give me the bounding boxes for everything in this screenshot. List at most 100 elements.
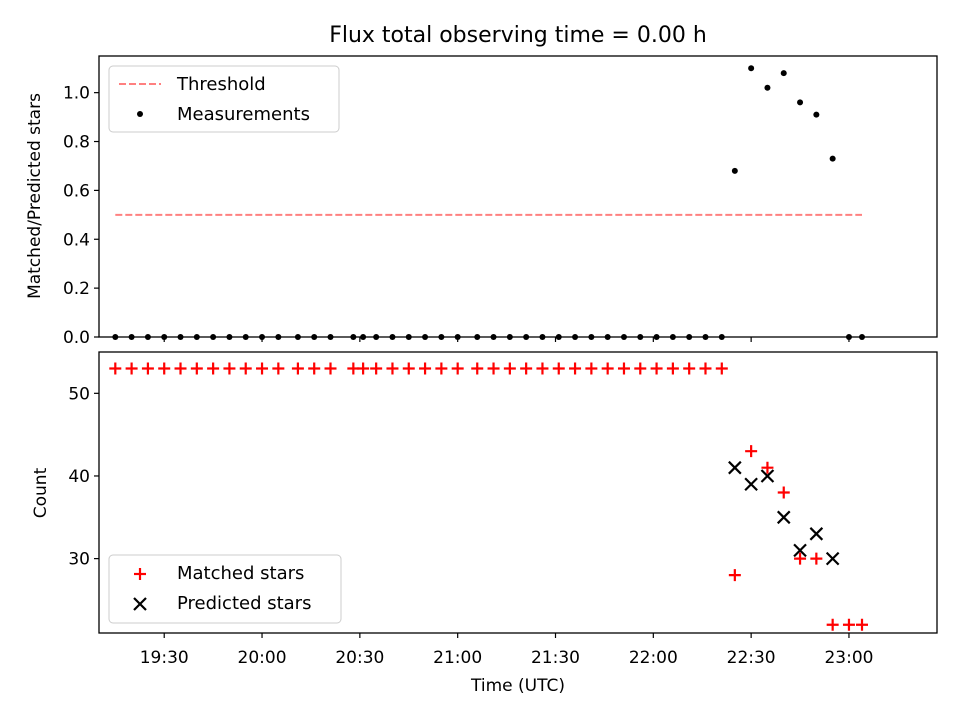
matched-star-point [141, 362, 154, 375]
matched-star-point [761, 461, 774, 474]
measurements-legend-marker [137, 111, 143, 117]
measurement-point [780, 70, 787, 77]
bottom-x-tick-label: 20:30 [335, 648, 384, 668]
bottom-x-tick-label: 21:00 [433, 648, 482, 668]
predicted-star-point [728, 460, 742, 475]
matched-star-point [357, 362, 370, 375]
matched-star-point [190, 362, 203, 375]
predicted-star-point [744, 477, 758, 492]
matched-star-point [728, 569, 741, 582]
matched-star-point [569, 362, 582, 375]
matched-star-point [810, 552, 823, 565]
x-axis-label: Time (UTC) [470, 676, 565, 696]
threshold-legend-label: Threshold [176, 74, 266, 95]
matched-star-point [552, 362, 565, 375]
matched-star-point [239, 362, 252, 375]
measurement-point [813, 111, 820, 118]
matched-star-point [471, 362, 484, 375]
matched-star-point [794, 552, 807, 565]
top-panel: 0.0 0.2 0.4 0.6 0.8 1.0 Matched/Predicted sta… [25, 55, 938, 348]
matched-star-point [291, 362, 304, 375]
matched-star-point [158, 362, 171, 375]
matched-star-point [207, 362, 220, 375]
top-y-tick-label: 0.2 [63, 279, 90, 299]
matched-star-point [308, 362, 321, 375]
predicted-star-point [809, 527, 824, 541]
bottom-panel: 30 40 50 19:30 20:00 20:30 21:00 21:30 22:00 22:… [31, 351, 938, 696]
bottom-y-tick-label: 50 [68, 384, 90, 404]
bottom-x-tick-label: 20:00 [238, 648, 287, 668]
bottom-y-ticks: 30 40 50 [68, 384, 99, 570]
top-legend: Threshold Measurements [108, 65, 340, 133]
measurement-point [797, 99, 804, 106]
bottom-x-tick-label: 23:00 [824, 648, 873, 668]
top-y-tick-label: 0.6 [63, 181, 90, 201]
predicted-stars-legend-marker [133, 597, 147, 611]
matched-star-point [487, 362, 500, 375]
predicted-star-point [793, 543, 807, 558]
top-axes-frame [98, 55, 938, 338]
predicted-stars-legend-label: Predicted stars [177, 593, 311, 614]
measurement-point [748, 65, 755, 72]
chart-title: Flux total observing time = 0.00 h [329, 23, 707, 48]
matched-star-point [842, 618, 855, 631]
top-y-tick-label: 0.8 [63, 133, 90, 153]
matched-star-point [650, 362, 663, 375]
matched-star-point [109, 362, 122, 375]
top-legend-box [108, 65, 340, 133]
matched-star-point [223, 362, 236, 375]
predicted-star-point [825, 551, 840, 566]
matched-star-point [174, 362, 187, 375]
matched-star-point [451, 362, 464, 375]
matched-star-point [683, 362, 696, 375]
matched-star-point [585, 362, 598, 375]
bottom-x-tick-label: 21:30 [531, 648, 580, 668]
matched-star-point [536, 362, 549, 375]
matched-star-point [419, 362, 432, 375]
matched-star-point [125, 362, 138, 375]
matched-star-point [715, 362, 728, 375]
bottom-x-tick-label: 22:30 [727, 648, 776, 668]
bottom-legend-box [108, 554, 342, 624]
matched-star-point [617, 362, 630, 375]
predicted-star-point [760, 469, 775, 483]
matched-star-point [601, 362, 614, 375]
matched-star-point [256, 362, 269, 375]
matched-star-point [634, 362, 647, 375]
bottom-axes-frame [98, 351, 938, 634]
measurement-point [829, 155, 836, 162]
bottom-plot-marks [109, 362, 869, 631]
matched-star-point [402, 362, 415, 375]
matched-star-point [826, 618, 839, 631]
bottom-x-ticks: 19:30 20:00 20:30 21:00 21:30 22:00 22:30 23:00 [140, 633, 873, 668]
matched-star-point [503, 362, 516, 375]
predicted-star-point [776, 510, 791, 525]
matched-star-point [699, 362, 712, 375]
bottom-x-tick-label: 22:00 [629, 648, 678, 668]
top-y-tick-label: 0.4 [63, 230, 90, 250]
measurements-legend-label: Measurements [177, 104, 310, 125]
matched-star-point [666, 362, 679, 375]
top-x-ticks [163, 337, 850, 342]
measurement-point [764, 84, 771, 91]
top-y-tick-label: 1.0 [63, 84, 90, 104]
top-y-axis-label: Matched/Predicted stars [25, 93, 45, 299]
matched-star-point [856, 618, 869, 631]
matched-star-point [272, 362, 285, 375]
bottom-legend: Matched stars Predicted stars [108, 554, 342, 624]
measurement-point [731, 167, 738, 174]
bottom-y-tick-label: 30 [68, 550, 90, 570]
matched-star-point [370, 362, 383, 375]
top-y-tick-label: 0.0 [63, 328, 90, 348]
matched-stars-legend-marker [134, 568, 146, 580]
matched-stars-legend-label: Matched stars [177, 563, 304, 584]
bottom-y-axis-label: Count [31, 467, 51, 518]
bottom-y-tick-label: 40 [68, 467, 90, 487]
matched-star-point [324, 362, 337, 375]
top-y-ticks: 0.0 0.2 0.4 0.6 0.8 1.0 [63, 84, 99, 348]
bottom-x-tick-label: 19:30 [140, 648, 189, 668]
matched-star-point [435, 362, 448, 375]
matched-star-point [777, 486, 790, 499]
matched-star-point [520, 362, 533, 375]
